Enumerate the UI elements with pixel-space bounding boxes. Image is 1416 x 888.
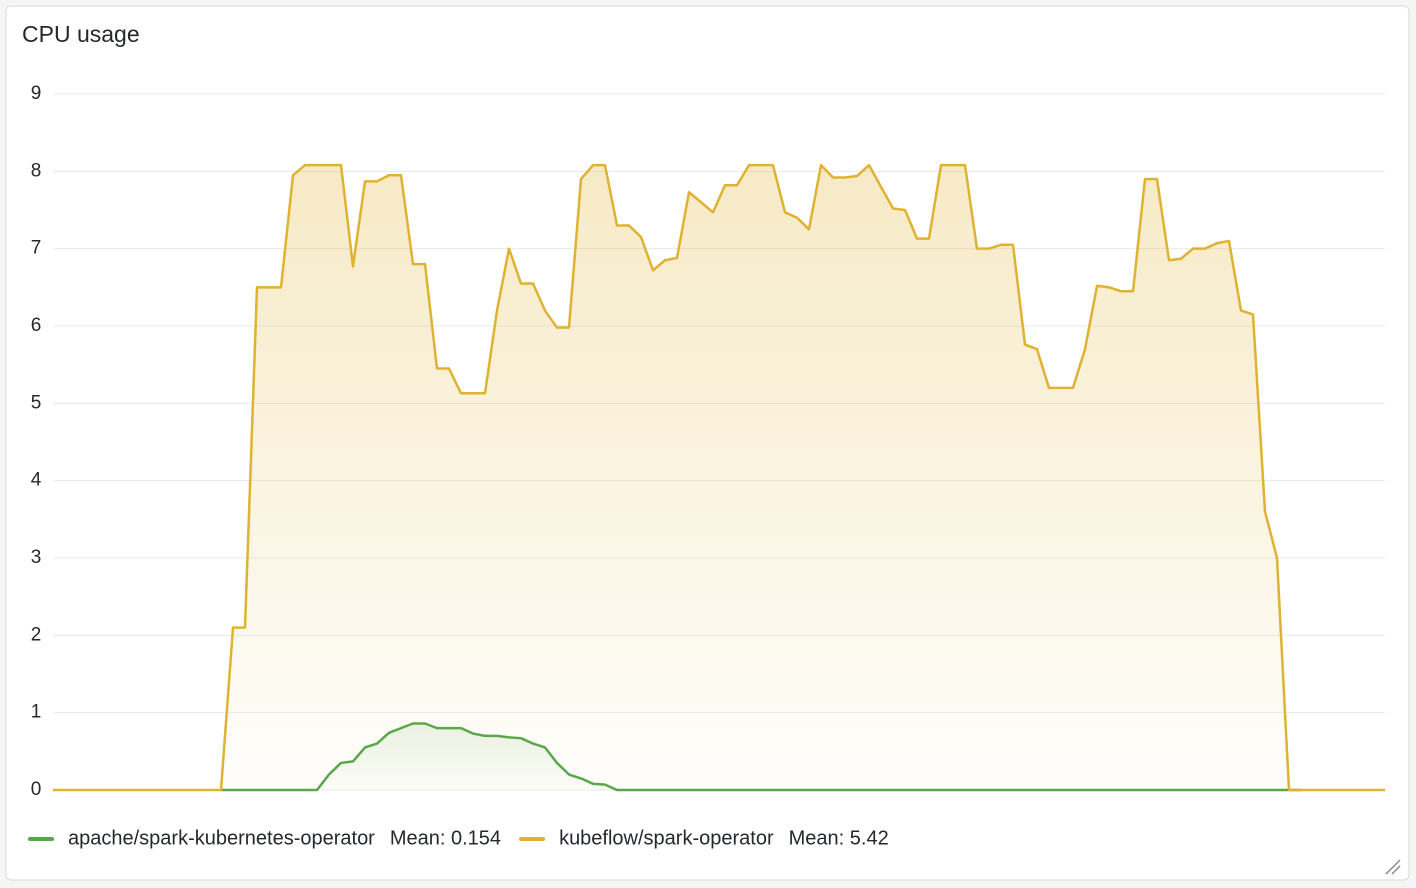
plot: 0 1 2 3 4 5 6 7 8 9 apache/spark-kubernetes-operat… — [28, 83, 1385, 849]
y-tick-label: 5 — [31, 392, 42, 413]
y-tick-label: 0 — [31, 779, 42, 800]
y-tick-label: 7 — [31, 238, 42, 259]
y-tick-label: 1 — [31, 702, 42, 723]
legend-label: apache/spark-kubernetes-operator — [68, 827, 375, 849]
legend-stat: Mean: 5.42 — [789, 827, 889, 849]
resize-handle[interactable] — [1385, 859, 1401, 875]
area — [53, 165, 1385, 790]
series-line — [53, 163, 1385, 792]
legend-label: kubeflow/spark-operator — [559, 827, 774, 849]
y-tick-label: 4 — [31, 470, 42, 491]
y-tick-label: 3 — [31, 547, 42, 568]
y-tick-label: 9 — [31, 83, 42, 104]
panel-title: CPU usage — [22, 21, 140, 47]
legend-stat: Mean: 0.154 — [390, 827, 501, 849]
y-tick-label: 6 — [31, 315, 42, 336]
y-tick-label: 8 — [31, 160, 42, 181]
y-tick-label: 2 — [31, 624, 42, 645]
